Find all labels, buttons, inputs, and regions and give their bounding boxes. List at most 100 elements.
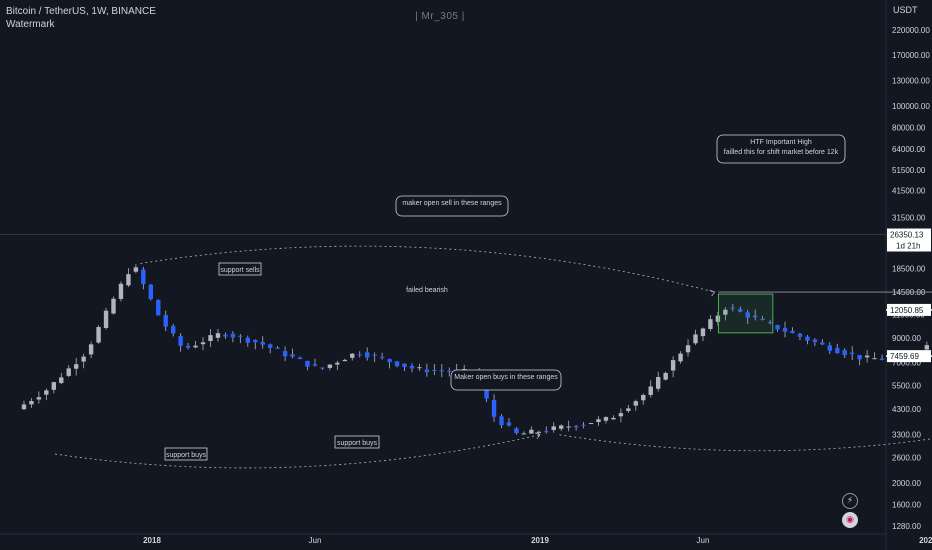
candle-body[interactable] [760,318,765,320]
candle-body[interactable] [185,345,191,348]
lightning-icon[interactable]: ⚡ [842,493,858,509]
candle-body[interactable] [820,342,825,345]
candle-body[interactable] [118,283,124,299]
candle-body[interactable] [641,395,646,401]
candle-body[interactable] [29,401,34,405]
candle-body[interactable] [618,413,624,417]
candle-body[interactable] [44,390,49,395]
candle-body[interactable] [379,356,385,358]
candle-body[interactable] [864,355,870,358]
support-buys-label[interactable] [164,447,208,461]
candle-body[interactable] [223,334,228,337]
candle-body[interactable] [745,312,750,318]
candle-body[interactable] [297,357,303,360]
candle-body[interactable] [588,423,594,425]
demand-box[interactable] [717,293,774,334]
candle-body[interactable] [103,310,109,329]
candle-body[interactable] [350,353,355,358]
candle-body[interactable] [260,341,265,345]
candle-body[interactable] [424,369,430,373]
candle-body[interactable] [857,354,862,360]
htf-high-callout[interactable] [716,134,846,164]
candle-body[interactable] [267,344,273,348]
candle-body[interactable] [357,354,362,356]
candle-body[interactable] [730,307,736,309]
candle-body[interactable] [775,325,780,330]
candle-body[interactable] [312,364,318,366]
support-buys-label[interactable] [334,435,380,449]
candle-body[interactable] [156,299,161,316]
candle-body[interactable] [663,372,668,380]
candle-body[interactable] [81,356,86,362]
candle-body[interactable] [738,309,743,312]
candle-body[interactable] [230,333,236,338]
candle-body[interactable] [148,284,154,300]
candle-body[interactable] [290,354,295,357]
candle-body[interactable] [782,327,788,332]
candle-body[interactable] [573,426,579,428]
candle-body[interactable] [872,358,877,360]
candle-body[interactable] [208,335,213,341]
candle-body[interactable] [200,342,206,345]
candle-body[interactable] [693,334,698,344]
candle-body[interactable] [633,401,639,406]
candle-body[interactable] [648,386,653,395]
candle-body[interactable] [797,333,803,337]
candle-body[interactable] [514,428,519,434]
candle-body[interactable] [849,352,855,354]
candle-body[interactable] [88,344,94,355]
candle-body[interactable] [178,336,183,346]
profile-badge-icon[interactable]: ◉ [842,512,858,528]
candle-body[interactable] [626,408,631,411]
candle-body[interactable] [558,425,564,429]
maker-sell-callout[interactable] [395,195,509,217]
candle-body[interactable] [372,354,377,356]
candle-body[interactable] [305,360,310,367]
candle-body[interactable] [327,364,333,368]
candle-body[interactable] [805,336,810,341]
candle-body[interactable] [536,431,542,433]
maker-buy-callout[interactable] [450,369,562,391]
candle-body[interactable] [36,397,42,400]
candle-body[interactable] [282,350,288,357]
candle-body[interactable] [566,426,571,428]
candle-body[interactable] [551,426,556,430]
candle-body[interactable] [506,422,512,426]
candle-body[interactable] [655,377,661,389]
candle-body[interactable] [21,404,27,410]
candle-body[interactable] [417,367,422,369]
candle-body[interactable] [879,358,885,360]
candle-body[interactable] [409,365,415,369]
support-sells-label[interactable] [218,262,262,276]
candle-body[interactable] [484,383,489,399]
chart-title[interactable]: Bitcoin / TetherUS, 1W, BINANCE [6,6,156,17]
candle-body[interactable] [96,327,101,343]
candle-body[interactable] [596,419,601,423]
candle-body[interactable] [66,368,71,376]
candle-body[interactable] [432,369,437,371]
candle-body[interactable] [827,345,833,351]
candle-body[interactable] [275,347,280,349]
candle-body[interactable] [364,352,370,358]
candle-body[interactable] [581,424,586,426]
candle-body[interactable] [499,416,504,425]
candle-body[interactable] [752,315,758,318]
candle-body[interactable] [544,431,549,433]
candle-body[interactable] [73,364,79,369]
candle-body[interactable] [59,377,64,384]
candle-body[interactable] [163,315,168,327]
candle-body[interactable] [700,328,706,337]
candle-body[interactable] [670,360,676,371]
candle-body[interactable] [924,345,930,350]
candle-body[interactable] [529,429,534,434]
candle-body[interactable] [678,353,683,362]
candle-body[interactable] [835,347,840,354]
candle-body[interactable] [723,309,728,315]
candle-body[interactable] [708,319,713,329]
candle-body[interactable] [767,322,773,324]
candle-body[interactable] [111,298,116,314]
candle-body[interactable] [238,335,243,337]
currency-label[interactable]: USDT [893,5,918,15]
